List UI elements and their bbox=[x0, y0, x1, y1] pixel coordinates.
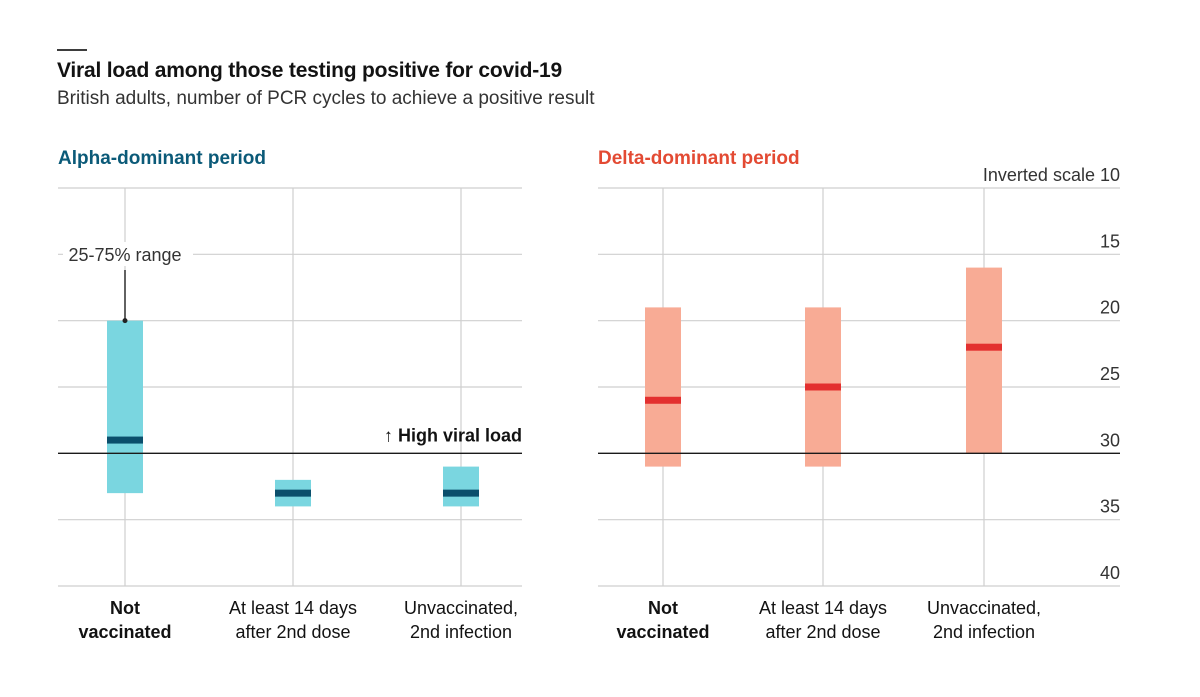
delta-box-3 bbox=[966, 267, 1002, 454]
delta-median-1 bbox=[645, 396, 681, 404]
delta-category-label-2: At least 14 days after 2nd dose bbox=[759, 598, 887, 642]
delta-category-label-line1: Not bbox=[648, 598, 678, 618]
alpha-box-3 bbox=[443, 466, 479, 507]
alpha-category-label-line2: 2nd infection bbox=[410, 622, 512, 642]
delta-category-label-line2: after 2nd dose bbox=[765, 622, 880, 642]
delta-median-3 bbox=[966, 343, 1002, 351]
chart-title: Viral load among those testing positive … bbox=[57, 59, 562, 82]
alpha-median-3 bbox=[443, 489, 479, 497]
delta-panel-title: Delta-dominant period bbox=[598, 148, 800, 169]
y-tick-label-15: 15 bbox=[1100, 231, 1120, 251]
alpha-category-label-line1: At least 14 days bbox=[229, 598, 357, 618]
range-annotation-label: 25-75% range bbox=[68, 245, 181, 265]
alpha-median-2 bbox=[275, 489, 311, 497]
y-tick-label-20: 20 bbox=[1100, 298, 1120, 318]
alpha-panel: Alpha-dominant period Not vaccinated At le… bbox=[58, 148, 522, 642]
delta-category-label-line1: Unvaccinated, bbox=[927, 598, 1041, 618]
y-tick-label-35: 35 bbox=[1100, 497, 1120, 517]
alpha-category-label-1: Not vaccinated bbox=[78, 598, 171, 642]
delta-category-label-3: Unvaccinated, 2nd infection bbox=[927, 598, 1041, 642]
chart-subtitle: British adults, number of PCR cycles to … bbox=[57, 88, 595, 109]
y-tick-label-10: Inverted scale 10 bbox=[983, 165, 1120, 185]
y-tick-label-25: 25 bbox=[1100, 364, 1120, 384]
range-annotation-background bbox=[63, 242, 193, 266]
top-rule bbox=[57, 49, 87, 51]
delta-category-label-line2: vaccinated bbox=[616, 622, 709, 642]
alpha-box-1 bbox=[107, 320, 143, 494]
alpha-category-label-line1: Unvaccinated, bbox=[404, 598, 518, 618]
delta-median-2 bbox=[805, 383, 841, 391]
delta-panel: Delta-dominant period Not vaccinated At le… bbox=[598, 148, 1120, 642]
range-annotation-dot bbox=[122, 318, 128, 324]
y-tick-label-40: 40 bbox=[1100, 563, 1120, 583]
alpha-category-label-2: At least 14 days after 2nd dose bbox=[229, 598, 357, 642]
high-viral-load-label: ↑ High viral load bbox=[384, 425, 522, 445]
alpha-category-label-line2: after 2nd dose bbox=[235, 622, 350, 642]
alpha-category-label-line1: Not bbox=[110, 598, 140, 618]
alpha-category-label-line2: vaccinated bbox=[78, 622, 171, 642]
delta-box-1 bbox=[645, 307, 681, 467]
delta-category-label-line2: 2nd infection bbox=[933, 622, 1035, 642]
delta-category-label-line1: At least 14 days bbox=[759, 598, 887, 618]
delta-category-label-1: Not vaccinated bbox=[616, 598, 709, 642]
alpha-panel-title: Alpha-dominant period bbox=[58, 148, 266, 169]
alpha-category-label-3: Unvaccinated, 2nd infection bbox=[404, 598, 518, 642]
y-tick-label-30: 30 bbox=[1100, 430, 1120, 450]
alpha-median-1 bbox=[107, 436, 143, 444]
